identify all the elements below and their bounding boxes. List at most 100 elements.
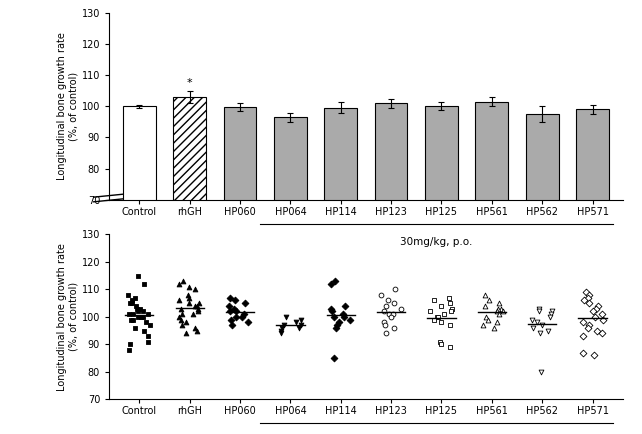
Point	[239, 311, 249, 318]
Point	[428, 316, 438, 323]
Point	[296, 322, 306, 329]
Point	[493, 305, 503, 312]
Point	[139, 280, 150, 287]
Point	[332, 322, 342, 329]
Point	[130, 324, 141, 331]
Point	[325, 280, 336, 287]
Point	[132, 308, 143, 315]
Bar	[123, 106, 156, 200]
Point	[225, 294, 235, 301]
Point	[592, 327, 602, 334]
Point	[478, 322, 488, 329]
Point	[338, 311, 348, 318]
Point	[183, 291, 193, 298]
Point	[125, 299, 135, 306]
Point	[543, 327, 553, 334]
Point	[195, 299, 205, 306]
Point	[379, 319, 389, 326]
Point	[281, 313, 291, 320]
Point	[527, 316, 537, 323]
Point	[139, 327, 149, 334]
Point	[334, 319, 344, 326]
Point	[480, 302, 490, 309]
Point	[135, 305, 145, 312]
Point	[291, 319, 302, 326]
Point	[436, 319, 446, 326]
Text: 30mg/kg, p.o.: 30mg/kg, p.o.	[400, 237, 473, 247]
Point	[174, 280, 184, 287]
Point	[327, 308, 338, 315]
Point	[578, 349, 588, 356]
Point	[227, 322, 237, 329]
Point	[484, 297, 494, 304]
Point	[436, 341, 446, 348]
Point	[124, 346, 134, 353]
Point	[177, 311, 187, 318]
Text: *: *	[187, 78, 193, 88]
Point	[191, 327, 202, 334]
Point	[546, 311, 557, 318]
Point	[225, 308, 235, 315]
Point	[534, 305, 544, 312]
Point	[435, 338, 446, 345]
Point	[589, 352, 600, 359]
Point	[386, 313, 396, 320]
Point	[378, 308, 388, 315]
Point	[295, 316, 306, 323]
Point	[187, 311, 198, 318]
Point	[494, 311, 505, 318]
Point	[446, 308, 456, 315]
Point	[123, 291, 134, 298]
Point	[225, 316, 236, 323]
Point	[376, 291, 386, 298]
Point	[230, 313, 241, 320]
Point	[279, 322, 289, 329]
Bar	[173, 97, 206, 200]
Point	[190, 324, 200, 331]
Point	[447, 305, 457, 312]
Point	[329, 355, 339, 362]
Point	[180, 319, 191, 326]
Point	[389, 299, 399, 306]
Point	[329, 313, 339, 320]
Point	[489, 324, 499, 331]
Point	[532, 319, 542, 326]
Point	[379, 322, 390, 329]
Point	[230, 308, 241, 315]
Point	[498, 308, 508, 315]
Point	[127, 299, 137, 306]
Point	[584, 291, 594, 298]
Point	[445, 344, 455, 351]
Point	[124, 311, 134, 318]
Y-axis label: Longitudinal bone growth rate
(%, of control): Longitudinal bone growth rate (%, of con…	[57, 243, 79, 391]
Point	[237, 313, 247, 320]
Point	[276, 330, 286, 337]
Point	[340, 313, 350, 320]
Point	[184, 294, 195, 301]
Point	[141, 319, 151, 326]
Point	[132, 305, 142, 312]
Bar	[576, 109, 609, 200]
Point	[277, 324, 288, 331]
Point	[189, 302, 200, 309]
Point	[494, 299, 505, 306]
Point	[426, 308, 436, 315]
Point	[591, 305, 601, 312]
Point	[193, 308, 203, 315]
Point	[128, 316, 138, 323]
Point	[383, 311, 394, 318]
Point	[581, 289, 591, 296]
Point	[243, 319, 254, 326]
Point	[177, 322, 187, 329]
Point	[126, 316, 137, 323]
Point	[483, 316, 493, 323]
Point	[325, 305, 336, 312]
Point	[480, 291, 490, 298]
Bar	[425, 106, 458, 200]
Point	[193, 302, 203, 309]
Point	[229, 305, 239, 312]
Point	[578, 332, 588, 339]
Point	[128, 311, 138, 318]
Point	[433, 313, 443, 320]
Point	[598, 316, 609, 323]
